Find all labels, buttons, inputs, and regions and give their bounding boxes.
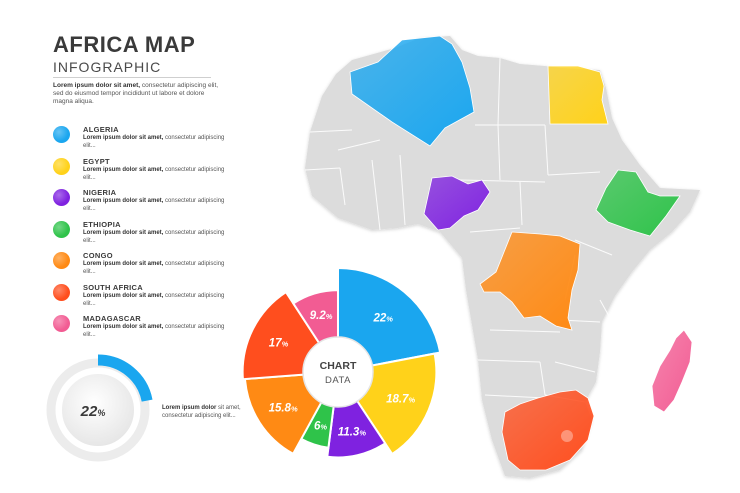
legend-country-name: ETHIOPIA [83, 219, 121, 229]
legend-color-dot [53, 252, 70, 269]
legend-description: Lorem ipsum dolor sit amet, consectetur … [83, 229, 233, 245]
map-country-ethiopia [595, 169, 681, 237]
gauge-description: Lorem ipsum dolor sit amet, consectetur … [162, 404, 242, 420]
legend-description-bold: Lorem ipsum dolor sit amet, [83, 229, 164, 236]
legend-description-bold: Lorem ipsum dolor sit amet, [83, 166, 164, 173]
legend-description: Lorem ipsum dolor sit amet, consectetur … [83, 166, 233, 182]
pie-slice-label: 17% [269, 338, 289, 350]
legend-item-south-africa: SOUTH AFRICA Lorem ipsum dolor sit amet, … [53, 283, 233, 315]
gauge-description-rest: sit amet, consectetur adipiscing elit... [162, 405, 241, 419]
gauge-progress-arc [97, 354, 153, 402]
chart-center-line2: DATA [325, 375, 351, 386]
legend-color-dot [53, 220, 70, 238]
map-country-congo [479, 231, 581, 331]
legend-description-bold: Lorem ipsum dolor sit amet, [83, 292, 164, 299]
legend-description-bold: Lorem ipsum dolor sit amet, [83, 261, 164, 267]
legend-item-madagascar: MADAGASCAR Lorem ipsum dolor sit amet, co… [53, 314, 233, 346]
legend-description: Lorem ipsum dolor sit amet, consectetur … [83, 323, 233, 339]
legend-color-dot [53, 126, 70, 143]
intro-text: Lorem ipsum dolor sit amet, consectetur … [53, 82, 223, 106]
pie-slice-label: 9.2% [310, 310, 333, 322]
pie-slice-label: 18.7% [386, 393, 415, 405]
intro-text-rest: consectetur adipiscing elit, sed do eius… [53, 82, 219, 105]
legend-description: Lorem ipsum dolor sit amet, consectetur … [83, 134, 233, 150]
highlighted-countries [349, 35, 693, 471]
chart-center-disc [302, 336, 374, 408]
legend-country-name: EGYPT [83, 156, 110, 166]
map-country-algeria [349, 35, 475, 147]
intro-text-bold: Lorem ipsum dolor sit amet, [53, 82, 141, 89]
gauge-center-disc [60, 372, 136, 448]
legend-item-egypt: EGYPT Lorem ipsum dolor sit amet, consect… [53, 157, 233, 189]
legend-description-rest: consectetur adipiscing elit... [83, 229, 225, 244]
page-subtitle: INFOGRAPHIC [53, 59, 162, 75]
legend-color-dot [53, 283, 70, 301]
legend-description-rest: consectetur adipiscing elit... [83, 135, 225, 149]
legend-color-dot [53, 157, 70, 175]
legend-country-name: SOUTH AFRICA [83, 282, 143, 292]
legend-item-congo: CONGO Lorem ipsum dolor sit amet, consect… [53, 251, 233, 283]
map-lesotho-enclave [561, 430, 573, 442]
legend-description-rest: consectetur adipiscing elit... [83, 261, 225, 275]
legend-description-rest: consectetur adipiscing elit... [83, 292, 225, 307]
map-country-south-africa [501, 389, 595, 471]
pie-slice [337, 266, 442, 374]
map-country-egypt [547, 65, 609, 125]
legend-item-ethiopia: ETHIOPIA Lorem ipsum dolor sit amet, cons… [53, 220, 233, 252]
legend-country-name: CONGO [83, 251, 113, 260]
legend-description-rest: consectetur adipiscing elit... [83, 166, 225, 181]
legend-color-dot [53, 189, 70, 206]
legend-description: Lorem ipsum dolor sit amet, consectetur … [83, 292, 233, 308]
pie-labels: 22% 18.7% 11.3% 6% 15.8% 17% 9.2% [269, 310, 416, 439]
legend-color-dot [53, 315, 70, 332]
gauge-value-label: 22% [80, 403, 106, 420]
legend-description-rest: consectetur adipiscing elit... [83, 324, 225, 338]
map-country-nigeria [423, 175, 491, 231]
legend-description: Lorem ipsum dolor sit amet, consectetur … [83, 260, 233, 276]
legend-description-bold: Lorem ipsum dolor sit amet, [83, 135, 164, 141]
map-country-madagascar [651, 329, 693, 413]
pie-slice-label: 22% [372, 312, 393, 324]
legend-description-bold: Lorem ipsum dolor sit amet, [83, 198, 164, 204]
legend-description: Lorem ipsum dolor sit amet, consectetur … [83, 197, 233, 213]
page-title: AFRICA MAP [53, 32, 196, 57]
legend-description-rest: consectetur adipiscing elit... [83, 198, 225, 212]
title-divider [53, 77, 211, 78]
legend-item-nigeria: NIGERIA Lorem ipsum dolor sit amet, conse… [53, 188, 233, 220]
legend-description-bold: Lorem ipsum dolor sit amet, [83, 324, 164, 330]
chart-center-line1: CHART [320, 360, 357, 372]
pie-slice-label: 15.8% [269, 402, 298, 414]
legend-country-name: ALGERIA [83, 125, 119, 134]
legend-country-name: MADAGASCAR [83, 314, 141, 323]
pie-slice-label: 6% [314, 421, 327, 433]
legend-item-algeria: ALGERIA Lorem ipsum dolor sit amet, conse… [53, 125, 233, 157]
legend-country-name: NIGERIA [83, 188, 117, 197]
gauge-description-bold: Lorem ipsum dolor [162, 405, 217, 411]
pie-slice-label: 11.3% [338, 427, 367, 439]
legend: ALGERIA Lorem ipsum dolor sit amet, conse… [53, 125, 233, 346]
